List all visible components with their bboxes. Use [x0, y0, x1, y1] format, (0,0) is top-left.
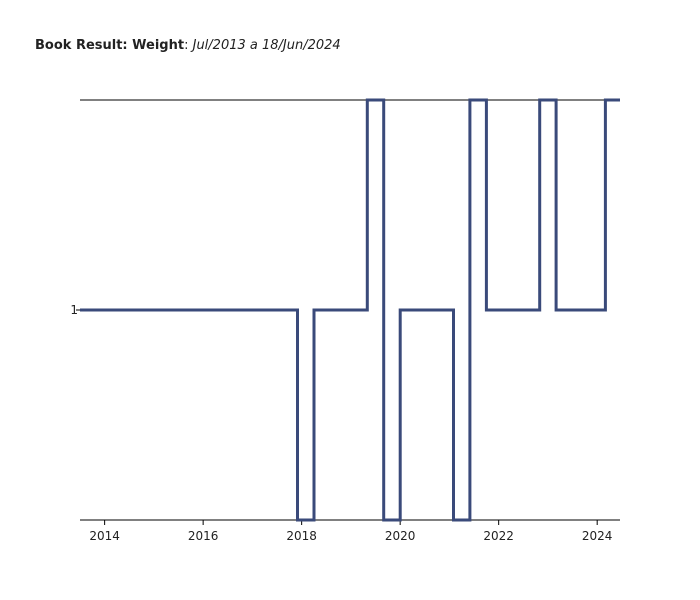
series-step-line [80, 98, 620, 522]
x-tick-label: 2022 [483, 529, 514, 543]
chart-title-date-range: Jul/2013 a 18/Jun/2024 [192, 38, 341, 53]
x-tick-label: 2014 [89, 529, 120, 543]
x-tick-label: 2016 [188, 529, 219, 543]
x-tick-label: 2018 [286, 529, 317, 543]
x-tick-label: 2024 [582, 529, 613, 543]
x-tick-label: 2020 [385, 529, 416, 543]
chart-title: Book Result: Weight: Jul/2013 a 18/Jun/2… [35, 38, 341, 53]
y-tick-label: 1 [70, 303, 78, 317]
chart-title-main: Book Result: Weight [35, 38, 185, 53]
chart-title-separator: : [184, 38, 193, 53]
